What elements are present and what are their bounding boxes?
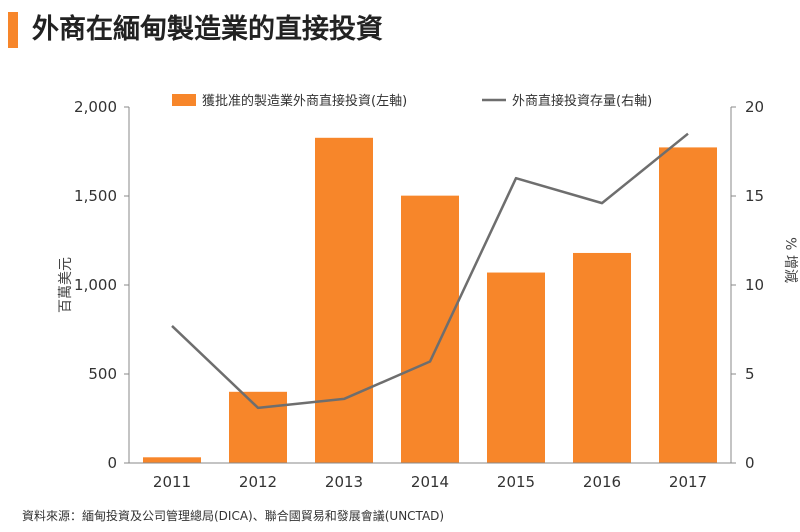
y-left-tick-label: 2,000 <box>74 98 117 116</box>
x-tick-label: 2013 <box>325 473 363 491</box>
bar-2013 <box>315 137 373 463</box>
y-left-tick-label: 1,500 <box>74 187 117 205</box>
bar-2015 <box>487 272 545 463</box>
x-tick-label: 2016 <box>583 473 621 491</box>
title-accent-bar <box>8 12 18 48</box>
plot-area: 0 500 1,000 1,500 2,000 0 5 10 15 20 2011 2012 2013 2… <box>74 98 764 491</box>
y-right-tick-label: 15 <box>745 187 764 205</box>
x-tick-label: 2015 <box>497 473 535 491</box>
legend-label-bar: 獲批准的製造業外商直接投資(左軸) <box>202 93 407 109</box>
y-axis-right-title: % 增減 <box>782 237 799 283</box>
y-right-tick-label: 20 <box>745 98 764 116</box>
bar-2017 <box>659 147 717 463</box>
x-tick-label: 2014 <box>411 473 449 491</box>
x-tick-label: 2011 <box>153 473 191 491</box>
bar-2011 <box>143 457 201 463</box>
bar-2012 <box>229 391 287 463</box>
page-title: 外商在緬甸製造業的直接投資 <box>32 14 383 45</box>
legend-swatch-bar <box>172 94 196 106</box>
y-right-tick-label: 10 <box>745 276 764 294</box>
x-tick-label: 2017 <box>669 473 707 491</box>
x-tick-label: 2012 <box>239 473 277 491</box>
y-left-tick-label: 1,000 <box>74 276 117 294</box>
source-note: 資料來源：緬甸投資及公司管理總局(DICA)、聯合國貿易和發展會議(UNCTAD… <box>22 509 445 523</box>
chart-legend: 獲批准的製造業外商直接投資(左軸) 外商直接投資存量(右軸) <box>172 93 652 109</box>
series-line-fdi-stock <box>171 132 689 410</box>
y-left-tick-label: 500 <box>88 365 117 383</box>
bar-2016 <box>573 252 631 463</box>
y-right-tick-label: 0 <box>745 454 755 472</box>
legend-label-line: 外商直接投資存量(右軸) <box>512 93 652 109</box>
y-right-tick-label: 5 <box>745 365 755 383</box>
y-left-tick-label: 0 <box>107 454 117 472</box>
bar-2014 <box>401 195 459 464</box>
y-axis-left-title: 百萬美元 <box>58 257 74 313</box>
